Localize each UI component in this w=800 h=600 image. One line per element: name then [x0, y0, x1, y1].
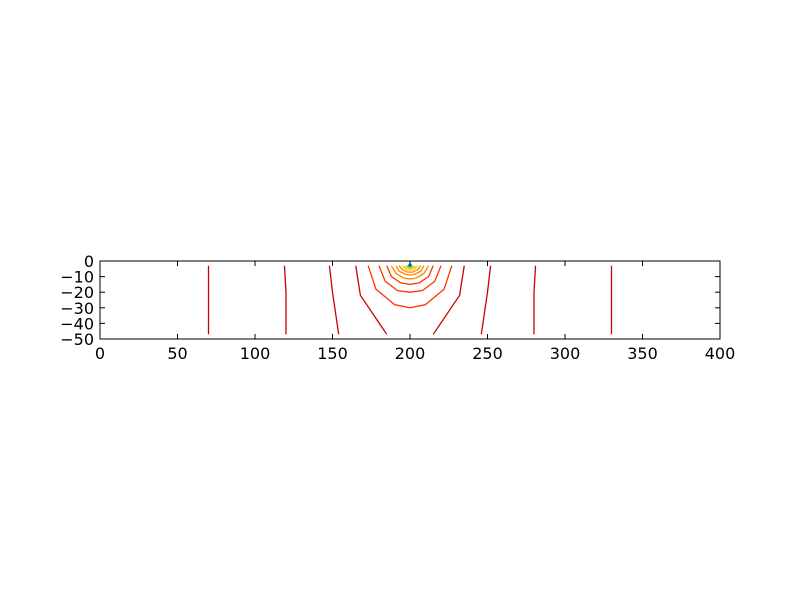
contour-line-2: [283, 265, 287, 335]
contour-lines: [207, 265, 613, 335]
x-tick-label: 300: [550, 344, 581, 363]
y-tick-label: −30: [60, 299, 94, 318]
contour-line-3: [533, 265, 537, 335]
x-tick-label: 0: [95, 344, 105, 363]
contour-line-4: [328, 265, 340, 335]
x-tick-label: 250: [472, 344, 503, 363]
contour-line-12: [395, 265, 425, 276]
contour-line-6: [355, 265, 388, 335]
x-tick-label: 50: [167, 344, 187, 363]
contour-line-5: [480, 265, 492, 335]
contour-line-9: [378, 265, 442, 293]
contour-line-7: [432, 265, 465, 335]
x-tick-label: 100: [240, 344, 271, 363]
y-axis: 0−10−20−30−40−50: [60, 252, 720, 349]
x-axis: 0 50 100 150 200 250 300 350 400: [95, 261, 735, 363]
x-tick-label: 400: [705, 344, 736, 363]
contour-line-15: [404, 265, 416, 270]
contour-line-10: [386, 265, 434, 286]
x-tick-label: 150: [317, 344, 348, 363]
y-tick-label: −10: [60, 268, 94, 287]
y-tick-label: 0: [84, 252, 94, 271]
x-tick-label: 350: [627, 344, 658, 363]
contour-line-8: [367, 265, 453, 309]
y-tick-label: −40: [60, 314, 94, 333]
contour-line-14: [401, 265, 419, 271]
y-tick-label: −50: [60, 330, 94, 349]
y-tick-label: −20: [60, 283, 94, 302]
contour-line-11: [390, 265, 430, 280]
contour-line-13: [398, 265, 422, 273]
x-tick-label: 200: [395, 344, 426, 363]
